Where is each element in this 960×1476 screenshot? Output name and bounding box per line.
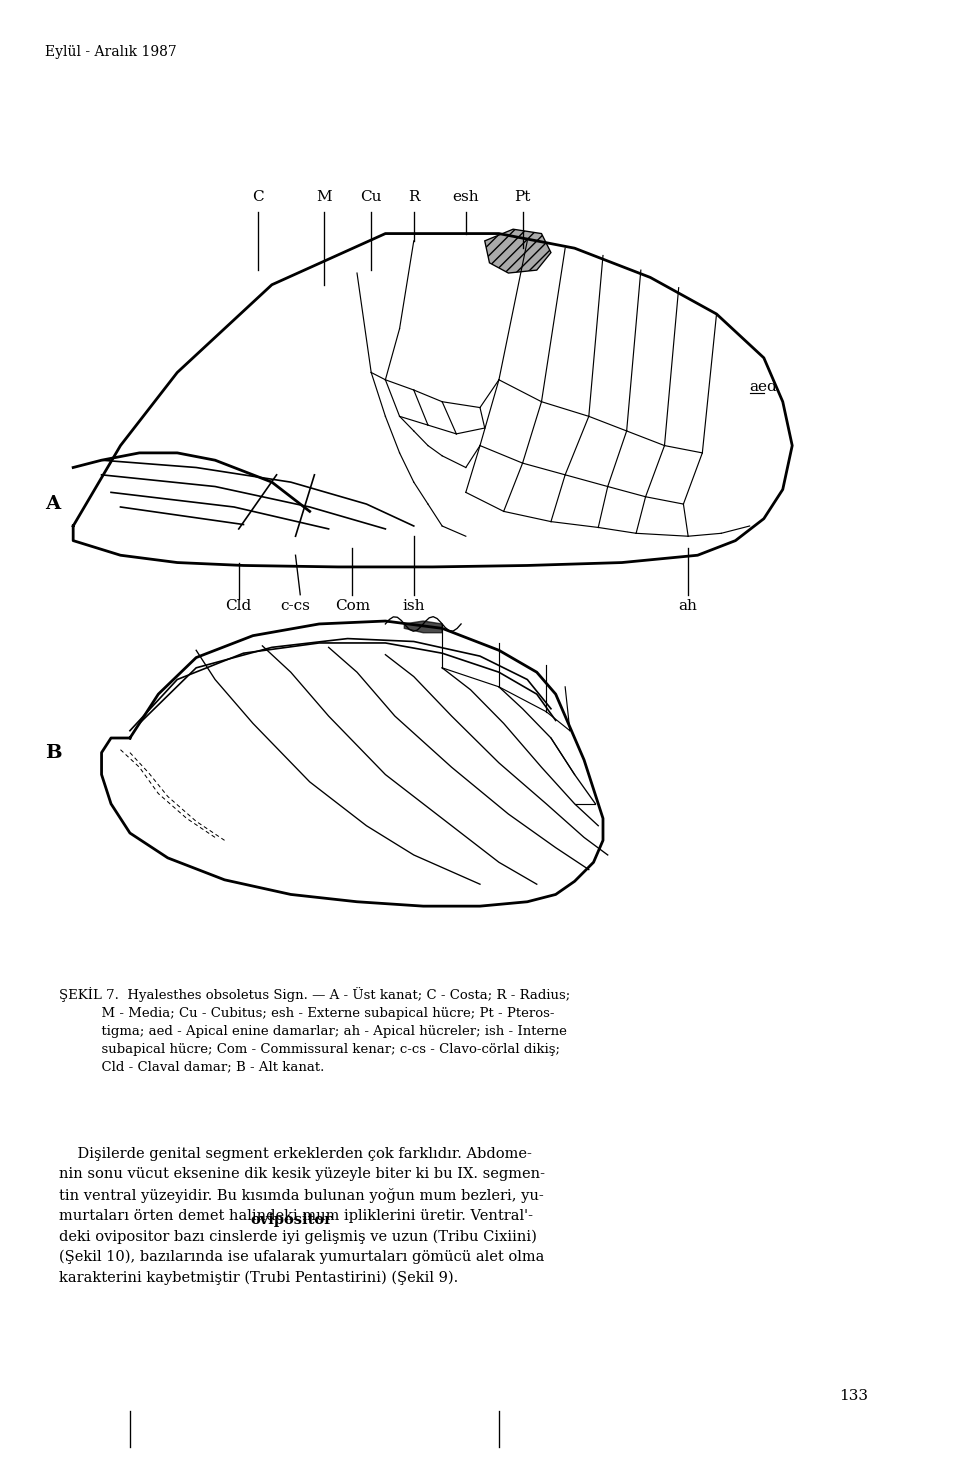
Text: ovipositor: ovipositor [251, 1213, 332, 1227]
Polygon shape [404, 621, 443, 633]
Text: aed: aed [750, 381, 778, 394]
Text: B: B [45, 744, 61, 762]
Text: ish: ish [402, 599, 425, 613]
Text: Com: Com [335, 599, 370, 613]
Text: A: A [45, 494, 60, 514]
Text: Eylül - Aralık 1987: Eylül - Aralık 1987 [45, 44, 177, 59]
Polygon shape [485, 229, 551, 273]
Text: C: C [252, 190, 263, 204]
Text: Cu: Cu [360, 190, 382, 204]
Text: ah: ah [679, 599, 698, 613]
Text: R: R [408, 190, 420, 204]
Text: esh: esh [452, 190, 479, 204]
Text: M: M [316, 190, 332, 204]
Text: Cld: Cld [226, 599, 252, 613]
Text: 133: 133 [840, 1389, 869, 1402]
Text: c-cs: c-cs [280, 599, 310, 613]
Text: Dişilerde genital segment erkeklerden çok farklıdır. Abdome-
nin sonu vücut ekse: Dişilerde genital segment erkeklerden ço… [59, 1147, 545, 1286]
Text: ŞEKİL 7.  Hyalesthes obsoletus Sign. — A - Üst kanat; C - Costa; R - Radius;
   : ŞEKİL 7. Hyalesthes obsoletus Sign. — A … [59, 986, 570, 1073]
Text: Pt: Pt [515, 190, 531, 204]
